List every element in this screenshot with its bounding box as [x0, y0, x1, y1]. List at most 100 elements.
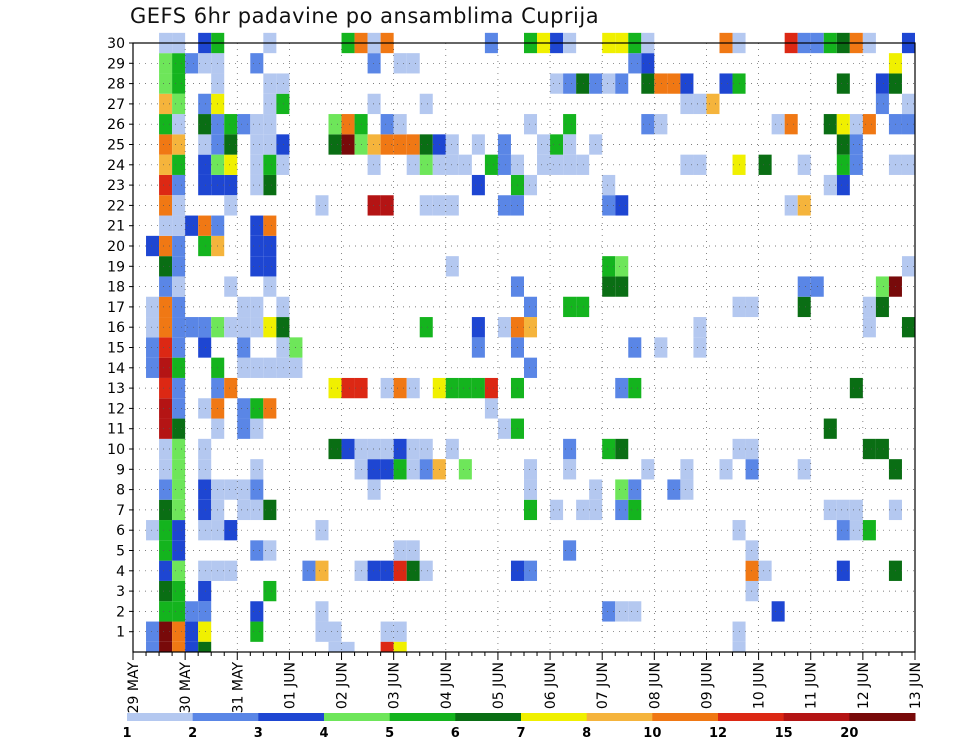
heatmap-cell — [185, 53, 199, 74]
heatmap-cell — [458, 154, 472, 175]
heatmap-cell — [680, 479, 694, 500]
heatmap-cell — [641, 114, 655, 135]
heatmap-cell — [524, 479, 538, 500]
heatmap-cell — [380, 114, 394, 135]
heatmap-cell — [367, 459, 381, 480]
heatmap-cell — [198, 520, 212, 541]
heatmap-cell — [263, 357, 277, 378]
heatmap-cell — [458, 377, 472, 399]
heatmap-cell — [563, 134, 577, 155]
heatmap-cell — [524, 114, 538, 135]
heatmap-cell — [823, 114, 837, 135]
heatmap-cell — [341, 134, 355, 155]
heatmap-cell — [797, 195, 811, 216]
heatmap-cell — [654, 114, 668, 135]
legend-label: 8 — [582, 726, 591, 741]
heatmap-cell — [263, 174, 277, 196]
heatmap-cell — [797, 276, 811, 297]
heatmap-cell — [758, 560, 772, 581]
legend-swatch — [192, 713, 259, 721]
heatmap-cell — [484, 154, 498, 175]
heatmap-cell — [875, 296, 889, 318]
heatmap-cell — [849, 154, 863, 175]
legend-swatch — [849, 713, 916, 721]
heatmap-cell — [393, 114, 407, 135]
heatmap-cell — [172, 296, 186, 318]
heatmap-cell — [328, 621, 342, 642]
heatmap-cell — [836, 560, 850, 581]
legend-swatch — [586, 713, 653, 721]
heatmap-cell — [159, 134, 173, 155]
heatmap-cell — [380, 377, 394, 399]
heatmap-cell — [706, 93, 720, 115]
heatmap-cell — [823, 174, 837, 196]
y-tick-label: 23 — [107, 178, 125, 194]
heatmap-cell — [901, 93, 915, 115]
heatmap-cell — [185, 215, 199, 236]
heatmap-cell — [172, 154, 186, 175]
heatmap-cell — [172, 53, 186, 74]
heatmap-cell — [250, 357, 264, 378]
heatmap-cell — [563, 459, 577, 480]
heatmap-cell — [367, 195, 381, 216]
x-tick-label: 12 JUN — [856, 662, 872, 709]
heatmap-cell — [406, 134, 420, 155]
heatmap-cell — [172, 215, 186, 236]
heatmap-cell — [393, 134, 407, 155]
heatmap-cell — [146, 296, 160, 318]
x-tick-label: 02 JUN — [335, 662, 351, 709]
heatmap-cell — [341, 641, 355, 652]
heatmap-cell — [602, 438, 616, 460]
heatmap-cell — [159, 337, 173, 358]
heatmap-cell — [198, 215, 212, 236]
heatmap-cell — [172, 438, 186, 460]
heatmap-cell — [276, 337, 290, 358]
heatmap-cell — [862, 114, 876, 135]
heatmap-cell — [745, 459, 759, 480]
heatmap-cell — [328, 641, 342, 652]
heatmap-cell — [172, 398, 186, 419]
heatmap-cell — [576, 73, 590, 94]
heatmap-cell — [419, 195, 433, 216]
heatmap-cell — [276, 296, 290, 318]
heatmap-cell — [224, 114, 238, 135]
heatmap-cell — [823, 418, 837, 439]
heatmap-cell — [602, 195, 616, 216]
heatmap-cell — [172, 621, 186, 642]
heatmap-cell — [172, 337, 186, 358]
heatmap-cell — [276, 93, 290, 115]
heatmap-cell — [159, 154, 173, 175]
heatmap-cell — [784, 114, 798, 135]
heatmap-cell — [719, 459, 733, 480]
heatmap-cell — [224, 276, 238, 297]
heatmap-cell — [497, 418, 511, 439]
heatmap-cell — [471, 317, 485, 338]
legend-label: 4 — [319, 726, 328, 741]
heatmap-cell — [550, 73, 564, 94]
y-tick-label: 1 — [116, 625, 125, 641]
heatmap-cell — [602, 174, 616, 196]
y-tick-label: 21 — [107, 219, 125, 235]
heatmap-cell — [250, 418, 264, 439]
heatmap-cell — [250, 134, 264, 155]
heatmap-cell — [198, 235, 212, 257]
y-tick-label: 13 — [107, 381, 125, 397]
y-tick-label: 11 — [107, 422, 125, 438]
x-tick-label: 29 MAY — [126, 662, 142, 714]
legend-swatch — [324, 713, 391, 721]
heatmap-cell — [615, 479, 629, 500]
heatmap-cell — [471, 134, 485, 155]
heatmap-cell — [172, 601, 186, 622]
color-legend: 1 2 3 4 5 6 7 8 10 12 15 20 — [122, 713, 916, 741]
heatmap-cell — [159, 93, 173, 115]
legend-swatch — [258, 713, 325, 721]
heatmap-cell — [576, 499, 590, 521]
heatmap-cell — [745, 438, 759, 460]
heatmap-cell — [198, 317, 212, 338]
heatmap-cell — [159, 479, 173, 500]
x-tick-label: 09 JUN — [700, 662, 716, 709]
heatmap-cell — [198, 114, 212, 135]
heatmap-cell — [445, 377, 459, 399]
heatmap-cell — [341, 438, 355, 460]
legend-swatch — [718, 713, 785, 721]
